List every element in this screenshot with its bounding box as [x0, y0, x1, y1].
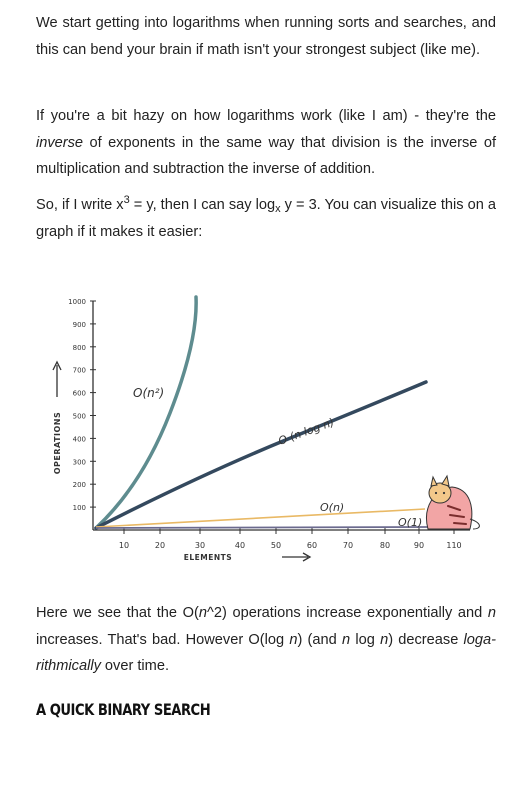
intro-paragraph: We start getting into logarithms when ru… — [36, 15, 496, 58]
conclusion-paragraph: Here we see that the O(n^2) operations i… — [36, 600, 496, 680]
series-label-o-1: O(1) — [398, 516, 422, 529]
series-label-o-n: O(n) — [320, 501, 344, 514]
text-run: log — [350, 631, 381, 648]
x-tick-label: 40 — [235, 541, 245, 550]
emphasis-n: n — [289, 631, 298, 648]
text-run: y = 3. You can visualize this on a graph… — [36, 197, 496, 240]
emphasis-inverse: inverse — [36, 134, 84, 151]
y-tick-label: 800 — [73, 344, 86, 352]
text-run: = y, then I can say log — [129, 197, 276, 213]
superscript-3: 3 — [123, 194, 130, 206]
x-tick-label: 90 — [414, 541, 424, 550]
x-axis-label: ELEMENTS — [184, 553, 232, 562]
section-heading: A QUICK BINARY SEARCH — [36, 700, 211, 719]
y-tick-label: 300 — [73, 458, 86, 466]
series-line-o-n-log-n — [94, 380, 428, 530]
y-axis-label: OPERATIONS — [53, 412, 62, 475]
y-tick-label: 900 — [73, 321, 86, 329]
x-tick-label: 20 — [155, 541, 165, 550]
text-run: ) decrease — [388, 631, 464, 648]
x-axis-arrowhead — [302, 552, 312, 562]
y-tick-label: 400 — [73, 435, 86, 443]
series-line-o-1 — [95, 526, 431, 529]
series-label-o-n-log-n: O (n log n) — [277, 416, 336, 448]
x-tick-label: 80 — [380, 541, 390, 550]
series-line-o-n — [95, 508, 426, 528]
text-run: Here we see that the O( — [36, 605, 199, 621]
y-axis-arrowhead — [52, 360, 62, 371]
text-run: If you're a bit hazy on how logarithms w… — [36, 108, 496, 124]
y-tick-label: 500 — [73, 413, 86, 421]
text-run: ^2) operations increase exponentially an… — [207, 605, 488, 621]
text-run: ) (and — [297, 631, 342, 648]
series-line-o-n-squared — [94, 295, 198, 530]
logarithm-paragraph: If you're a bit hazy on how logarithms w… — [36, 103, 496, 183]
emphasis-n: n — [487, 605, 497, 621]
big-o-chart: 100 200 300 400 500 600 700 800 900 1000 10 20 30 40… — [30, 285, 500, 575]
y-tick-label: 200 — [73, 481, 86, 489]
text-run: over time. — [100, 658, 169, 674]
y-tick-label: 1000 — [68, 298, 86, 306]
x-tick-label: 50 — [271, 541, 281, 550]
y-tick-label: 100 — [73, 504, 86, 512]
cat-illustration — [426, 474, 480, 530]
formula-paragraph: So, if I write x3 = y, then I can say lo… — [36, 192, 496, 245]
series-label-o-n-squared: O(n²) — [133, 386, 164, 400]
text-run: So, if I write x — [36, 197, 124, 213]
emphasis-n: n — [342, 631, 351, 648]
x-tick-label: 30 — [195, 541, 205, 550]
x-tick-label: 10 — [119, 541, 129, 550]
emphasis-logarithmically: loga-rithmically — [36, 631, 496, 675]
text-run: of exponents in the same way that divisi… — [36, 134, 496, 178]
y-tick-label: 700 — [73, 367, 86, 375]
x-tick-label: 70 — [343, 541, 353, 550]
emphasis-n: n — [198, 605, 207, 621]
x-tick-label: 60 — [307, 541, 317, 550]
x-tick-label: 110 — [446, 541, 461, 550]
emphasis-n: n — [380, 631, 389, 648]
subscript-x: x — [275, 203, 281, 215]
big-o-chart-svg: 100 200 300 400 500 600 700 800 900 1000 10 20 30 40… — [52, 295, 480, 562]
y-tick-label: 600 — [73, 390, 86, 398]
text-run: increases. That's bad. However O(log — [36, 631, 290, 648]
